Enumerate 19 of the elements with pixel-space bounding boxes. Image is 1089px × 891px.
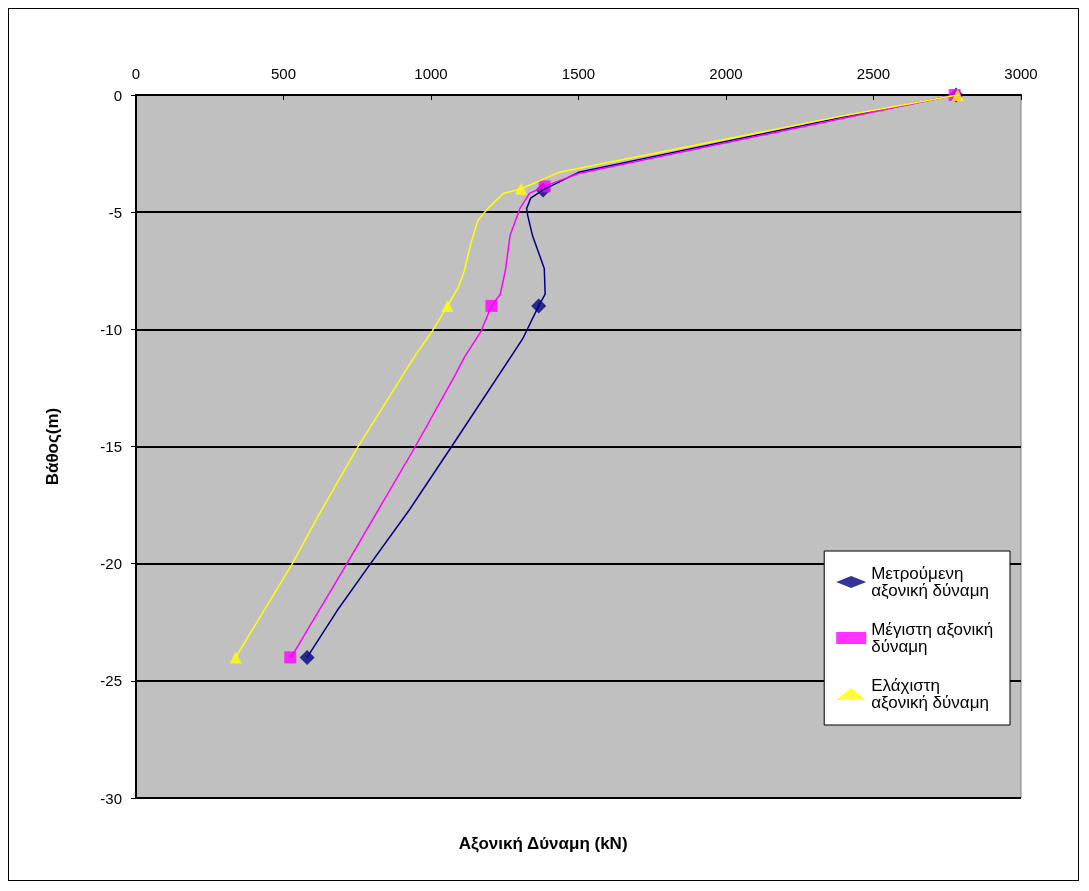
x-tick-label: 3000	[1004, 65, 1038, 82]
y-tick-label: -5	[108, 203, 122, 221]
x-tick-label: 2500	[856, 65, 891, 82]
x-tick-label: 0	[131, 65, 141, 82]
y-tick-label: -15	[100, 438, 122, 455]
x-axis-title: Αξονική Δύναμη (kN)	[458, 834, 628, 853]
x-tick-label: 2000	[709, 65, 743, 82]
y-tick-label: -20	[100, 555, 122, 573]
legend-label: Ελάχιστη αξονική δύναμη	[871, 676, 989, 712]
legend-label: Μετρούμενη αξονική δύναμη	[871, 564, 989, 600]
legend-label: Μέγιστη αξονική δύναμη	[871, 620, 998, 656]
y-tick-label: -10	[100, 320, 122, 338]
x-tick-label: 1000	[414, 65, 448, 82]
y-tick-label: 0	[113, 86, 122, 104]
y-tick-label: -30	[100, 789, 122, 807]
x-tick-label: 1500	[561, 65, 596, 82]
y-axis-title: Βάθος(m)	[43, 407, 62, 486]
x-tick-label: 500	[270, 65, 297, 82]
y-tick-label: -25	[100, 672, 122, 690]
